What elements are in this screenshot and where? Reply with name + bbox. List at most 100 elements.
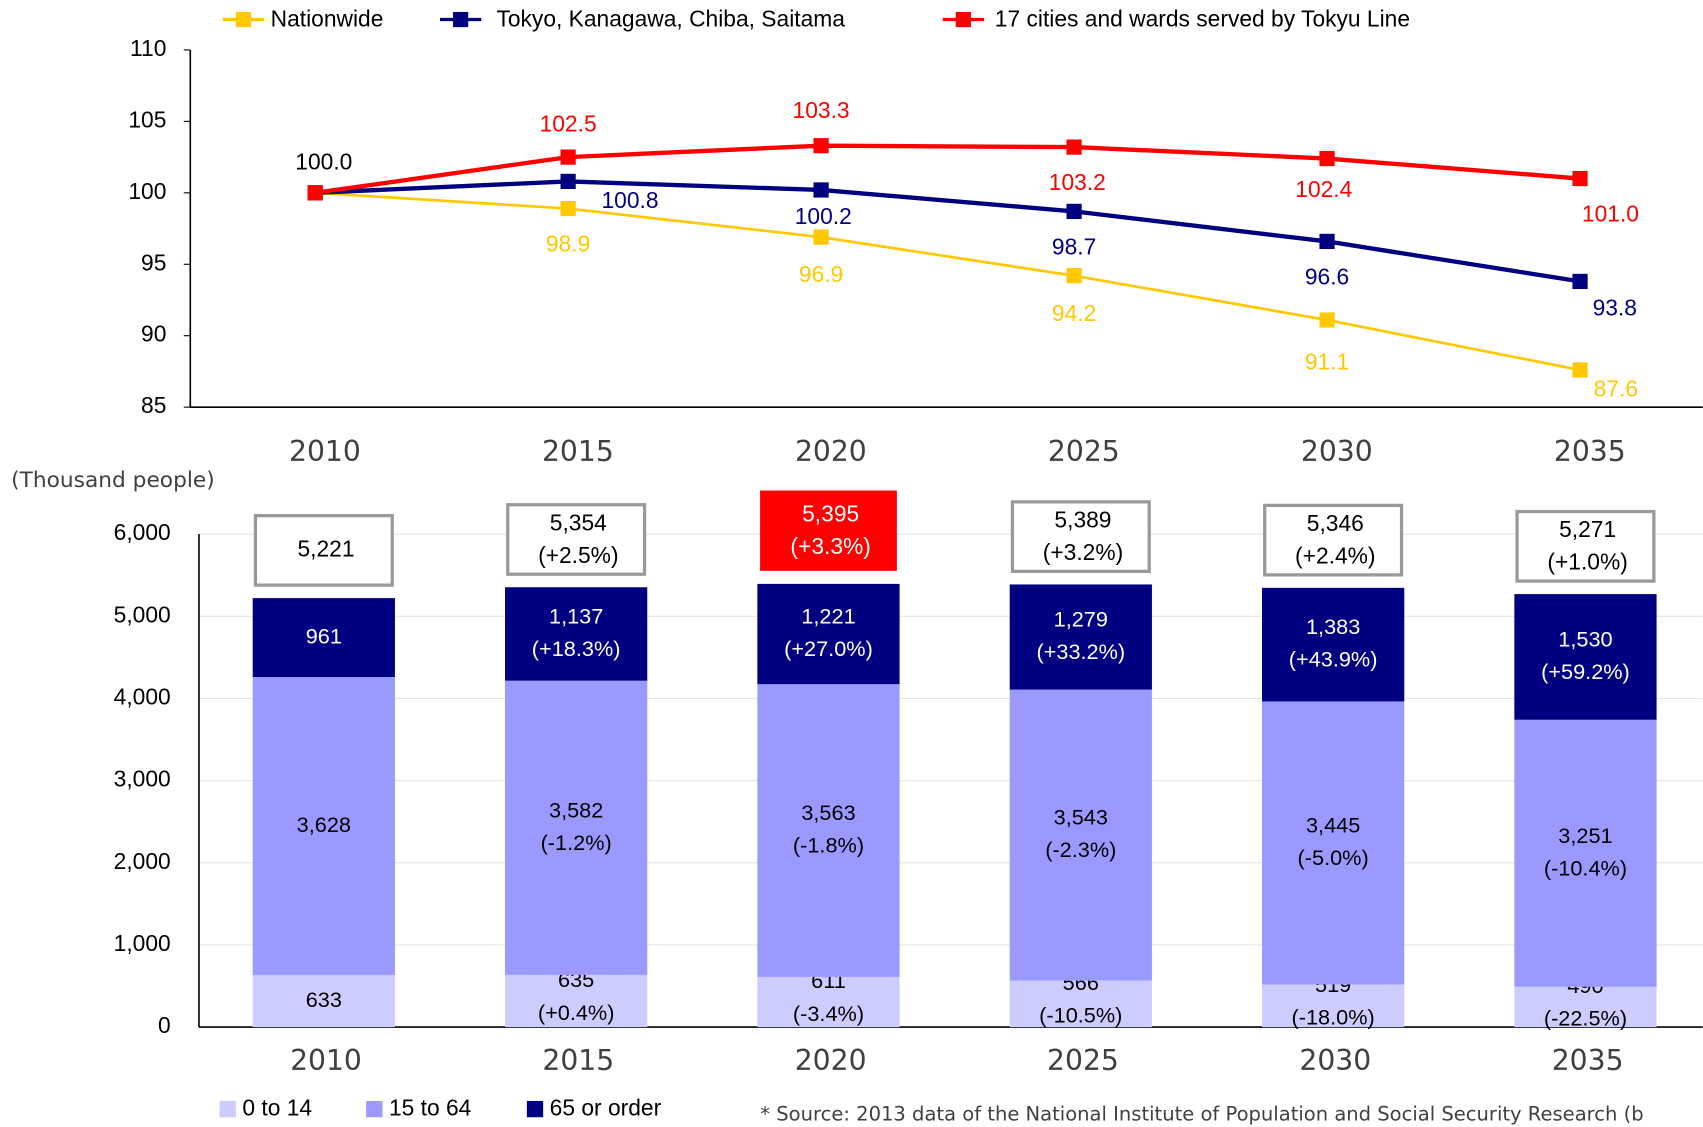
bar-segment <box>1009 584 1152 690</box>
total-label: 5,395 <box>802 501 859 527</box>
change-label: (-10.5%) <box>1039 1003 1122 1028</box>
data-label: 961 <box>306 623 342 648</box>
y-tick-label: 6,000 <box>114 519 171 545</box>
change-label: (-2.3%) <box>1045 837 1116 862</box>
total-change-label: (+2.4%) <box>1295 543 1375 569</box>
total-label: 5,346 <box>1307 510 1364 536</box>
y-tick-label: 90 <box>141 321 166 347</box>
legend-label: 15 to 64 <box>389 1095 472 1121</box>
bar-segment <box>252 975 395 1028</box>
bar-segment <box>1262 701 1405 985</box>
change-label: (+18.3%) <box>532 636 621 661</box>
marker <box>1066 139 1082 155</box>
change-label: (+59.2%) <box>1541 659 1630 684</box>
total-box <box>760 490 897 571</box>
legend-marker <box>453 11 469 28</box>
data-label: 91.1 <box>1305 348 1349 374</box>
marker <box>813 182 829 198</box>
x-tick-label: 2020 <box>795 435 867 468</box>
bar-segment <box>757 976 900 1028</box>
x-tick-label: 2015 <box>542 435 614 468</box>
marker <box>560 200 576 217</box>
data-label: 3,251 <box>1558 823 1612 848</box>
change-label: (-1.2%) <box>541 830 612 855</box>
data-label: 93.8 <box>1593 295 1637 321</box>
total-label: 5,354 <box>550 509 607 535</box>
legend-label: 17 cities and wards served by Tokyu Line <box>995 6 1410 32</box>
y-tick-label: 1,000 <box>114 930 171 956</box>
data-label: 1,137 <box>549 603 603 628</box>
data-label: 87.6 <box>1594 376 1638 402</box>
x-tick-label: 2035 <box>1554 435 1626 468</box>
data-label: 101.0 <box>1582 200 1639 226</box>
marker <box>1572 362 1588 378</box>
total-box <box>1263 503 1404 577</box>
y-tick-label: 5,000 <box>114 601 171 627</box>
data-label: 100.0 <box>295 149 352 175</box>
marker <box>1319 150 1335 167</box>
bar-segment <box>1262 587 1405 702</box>
y-tick-label: 2,000 <box>114 848 171 874</box>
marker <box>1572 170 1588 187</box>
y-tick-label: 0 <box>158 1012 171 1038</box>
bar-segment <box>1009 980 1152 1028</box>
total-label: 5,389 <box>1054 506 1111 532</box>
total-box <box>1515 509 1656 583</box>
data-label: 633 <box>306 987 342 1012</box>
y-axis-label: (Thousand people) <box>11 468 215 493</box>
bar-segment <box>1009 689 1152 981</box>
total-label: 5,271 <box>1559 516 1616 542</box>
line-series <box>315 179 1581 284</box>
data-label: 103.2 <box>1049 169 1106 195</box>
bar-segment <box>505 974 648 1028</box>
legend-marker <box>955 11 971 28</box>
legend-label: Tokyo, Kanagawa, Chiba, Saitama <box>496 6 845 32</box>
total-change-label: (+2.5%) <box>538 542 618 568</box>
y-tick-label: 100 <box>128 178 166 204</box>
data-label: 103.3 <box>793 97 850 123</box>
y-tick-label: 105 <box>128 106 166 132</box>
line-series <box>315 191 1581 372</box>
marker <box>1319 312 1335 328</box>
data-label: 3,445 <box>1306 812 1360 837</box>
bar-segment <box>252 598 395 678</box>
legend-label: 65 or order <box>550 1095 662 1121</box>
legend-swatch <box>219 1100 236 1118</box>
bar-segment <box>252 677 395 976</box>
y-tick-label: 3,000 <box>114 766 171 792</box>
x-tick-label: 2015 <box>542 1044 614 1077</box>
change-label: (-18.0%) <box>1292 1005 1375 1030</box>
y-tick-label: 85 <box>141 392 166 418</box>
marker <box>1066 203 1082 220</box>
data-label: 102.5 <box>540 111 597 137</box>
change-label: (-10.4%) <box>1544 855 1627 880</box>
data-label: 3,543 <box>1054 805 1108 830</box>
bar-segment <box>1514 986 1657 1028</box>
total-box <box>1010 500 1151 573</box>
change-label: (-1.8%) <box>793 833 864 858</box>
data-label: 3,628 <box>297 812 351 837</box>
x-tick-label: 2030 <box>1301 435 1373 468</box>
x-tick-label: 2010 <box>289 435 361 468</box>
legend-swatch <box>526 1100 544 1118</box>
legend-marker <box>235 11 252 28</box>
total-change-label: (+3.3%) <box>790 533 870 559</box>
data-label: 3,582 <box>549 797 603 822</box>
change-label: (-3.4%) <box>793 1001 864 1026</box>
bar-segment <box>1262 984 1405 1028</box>
marker <box>560 173 576 189</box>
legend-label: 0 to 14 <box>242 1095 312 1121</box>
change-label: (+27.0%) <box>784 636 873 661</box>
data-label: 98.9 <box>546 230 590 256</box>
source-note: * Source: 2013 data of the National Inst… <box>760 1103 1643 1126</box>
x-tick-label: 2010 <box>290 1044 362 1077</box>
total-change-label: (+1.0%) <box>1547 549 1627 575</box>
y-tick-label: 4,000 <box>114 684 171 710</box>
marker <box>560 149 576 165</box>
x-tick-label: 2020 <box>795 1044 867 1077</box>
marker <box>307 185 323 201</box>
change-label: (-5.0%) <box>1298 845 1369 870</box>
bar-segment <box>505 680 648 975</box>
data-label: 102.4 <box>1295 176 1352 202</box>
